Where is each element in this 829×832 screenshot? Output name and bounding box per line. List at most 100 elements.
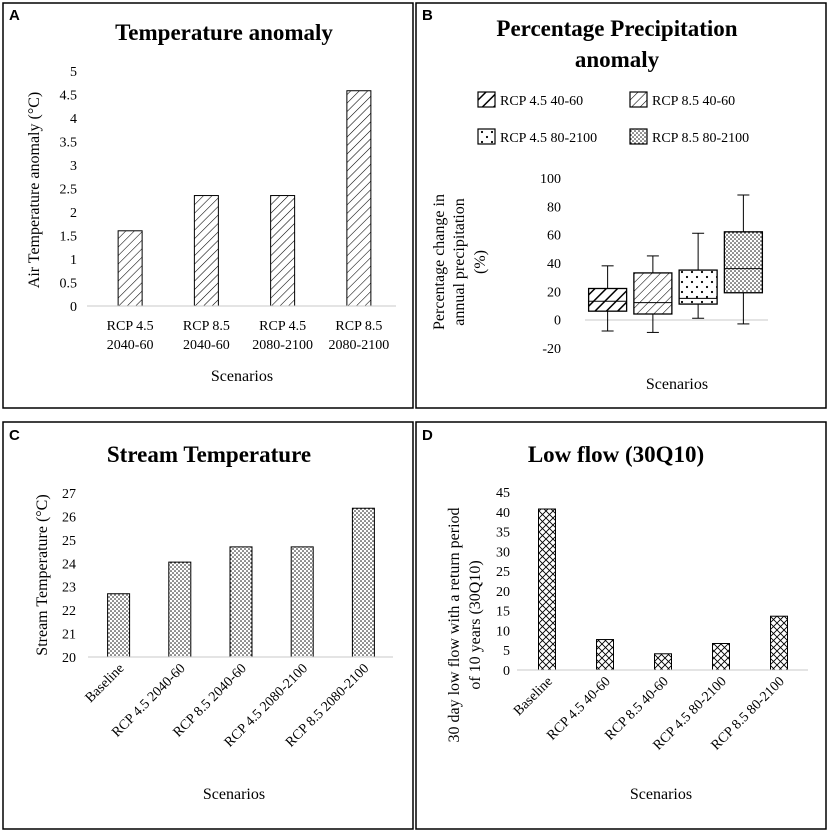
y-tick-label: 40	[496, 506, 510, 521]
legend-label: RCP 8.5 80-2100	[652, 131, 749, 146]
bar	[346, 90, 372, 307]
x-categories: RCP 4.5 2040-60 RCP 8.5 2040-60 RCP 4.5 2080-…	[107, 319, 390, 353]
y-tick-label: 23	[62, 581, 76, 596]
chart-title-line1: Percentage Precipitation	[496, 16, 737, 41]
boxes	[587, 194, 764, 333]
bar	[193, 195, 219, 307]
bars	[117, 90, 372, 307]
x-tick-label: Baseline	[511, 674, 556, 719]
y-tick-label: 45	[496, 486, 510, 501]
bar	[117, 230, 143, 307]
y-axis-label-line2: of 10 years (30Q10)	[467, 560, 484, 689]
panel-d-frame	[415, 421, 827, 830]
panel-c-frame	[2, 421, 414, 830]
y-tick-label: 5	[503, 644, 510, 659]
box	[633, 272, 673, 315]
y-tick-label: 20	[496, 585, 510, 600]
x-tick-label: RCP 4.5	[107, 319, 154, 334]
chart-title: Stream Temperature	[107, 442, 311, 467]
x-axis-label: Scenarios	[203, 786, 265, 803]
panel-letter-c: C	[9, 427, 20, 444]
panel-letter-d: D	[422, 427, 433, 444]
x-tick-label: 2080-2100	[252, 338, 313, 353]
chart-title: Low flow (30Q10)	[528, 442, 704, 467]
y-tick-label: 3.5	[60, 136, 78, 151]
x-axis-label: Scenarios	[646, 376, 708, 393]
bar	[107, 593, 131, 658]
chart-title: Temperature anomaly	[115, 20, 333, 45]
y-tick-label: 20	[62, 651, 76, 666]
y-tick-label: 22	[62, 604, 76, 619]
y-tick-label: 21	[62, 628, 76, 643]
y-tick-label: 0	[503, 664, 510, 679]
bars	[538, 508, 788, 671]
x-tick-label: RCP 8.5	[183, 319, 230, 334]
y-tick-label: 4	[70, 112, 77, 127]
y-tick-label: 0.5	[60, 277, 78, 292]
panel-letter-a: A	[9, 7, 20, 24]
legend-swatch	[477, 128, 496, 145]
y-tick-label: 0	[554, 314, 561, 329]
y-tick-label: -20	[542, 342, 561, 357]
panel-b-frame	[415, 2, 827, 409]
bar	[168, 561, 192, 658]
y-tick-label: 2.5	[60, 183, 78, 198]
y-tick-label: 26	[62, 510, 76, 525]
panel-c: C Stream Temperature Stream Temperature …	[9, 427, 393, 803]
x-tick-label: RCP 4.5	[259, 319, 306, 334]
y-tick-label: 40	[547, 257, 561, 272]
panel-a-frame	[2, 2, 414, 409]
y-tick-label: 100	[540, 172, 561, 187]
y-tick-label: 25	[496, 565, 510, 580]
y-tick-label: 5	[70, 65, 77, 80]
panel-d: D Low flow (30Q10) 30 day low flow with …	[422, 427, 808, 803]
y-tick-label: 20	[547, 285, 561, 300]
y-tick-label: 10	[496, 624, 510, 639]
y-tick-label: 3	[70, 159, 77, 174]
x-tick-label: 2040-60	[183, 338, 230, 353]
y-axis-label-line1: 30 day low flow with a return period	[446, 507, 463, 742]
x-axis-label: Scenarios	[211, 368, 273, 385]
bars	[107, 507, 375, 658]
legend: RCP 4.5 40-60 RCP 8.5 40-60 RCP 4.5 80-210…	[477, 91, 749, 146]
box	[587, 287, 628, 312]
bar	[229, 546, 253, 658]
y-tick-label: 35	[496, 526, 510, 541]
y-tick-label: 25	[62, 534, 76, 549]
legend-label: RCP 4.5 40-60	[500, 94, 583, 109]
y-tick-label: 0	[70, 300, 77, 315]
y-tick-label: 1	[70, 253, 77, 268]
legend-swatch	[477, 91, 496, 108]
y-tick-label: 4.5	[60, 89, 78, 104]
y-axis-label-line3: (%)	[472, 250, 489, 274]
bar	[770, 615, 788, 671]
box	[678, 269, 718, 305]
legend-label: RCP 4.5 80-2100	[500, 131, 597, 146]
x-tick-label: 2040-60	[107, 338, 154, 353]
bar	[596, 639, 614, 671]
panel-a: A Temperature anomaly Air Temperature an…	[9, 7, 396, 385]
bar	[538, 508, 556, 671]
y-tick-label: 27	[62, 487, 76, 502]
legend-label: RCP 8.5 40-60	[652, 94, 735, 109]
bar	[290, 546, 314, 658]
y-axis-label-line2: annual precipitation	[451, 198, 468, 326]
y-axis-label: Stream Temperature (°C)	[34, 494, 51, 655]
panel-b: B Percentage Precipitation anomaly RCP 4…	[422, 7, 768, 393]
box	[723, 231, 764, 294]
y-tick-label: 1.5	[60, 230, 78, 245]
x-axis-label: Scenarios	[630, 786, 692, 803]
x-tick-label: RCP 8.5	[335, 319, 382, 334]
y-tick-label: 30	[496, 545, 510, 560]
y-ticks: -20 0 20 40 60 80 100	[540, 172, 561, 357]
bar	[270, 195, 296, 307]
y-tick-label: 80	[547, 200, 561, 215]
legend-swatch	[629, 91, 648, 108]
y-tick-label: 60	[547, 229, 561, 244]
legend-swatch	[629, 128, 648, 145]
bar	[654, 653, 672, 671]
y-ticks: 0 0.5 1 1.5 2 2.5 3 3.5 4 4.5 5	[60, 65, 78, 315]
